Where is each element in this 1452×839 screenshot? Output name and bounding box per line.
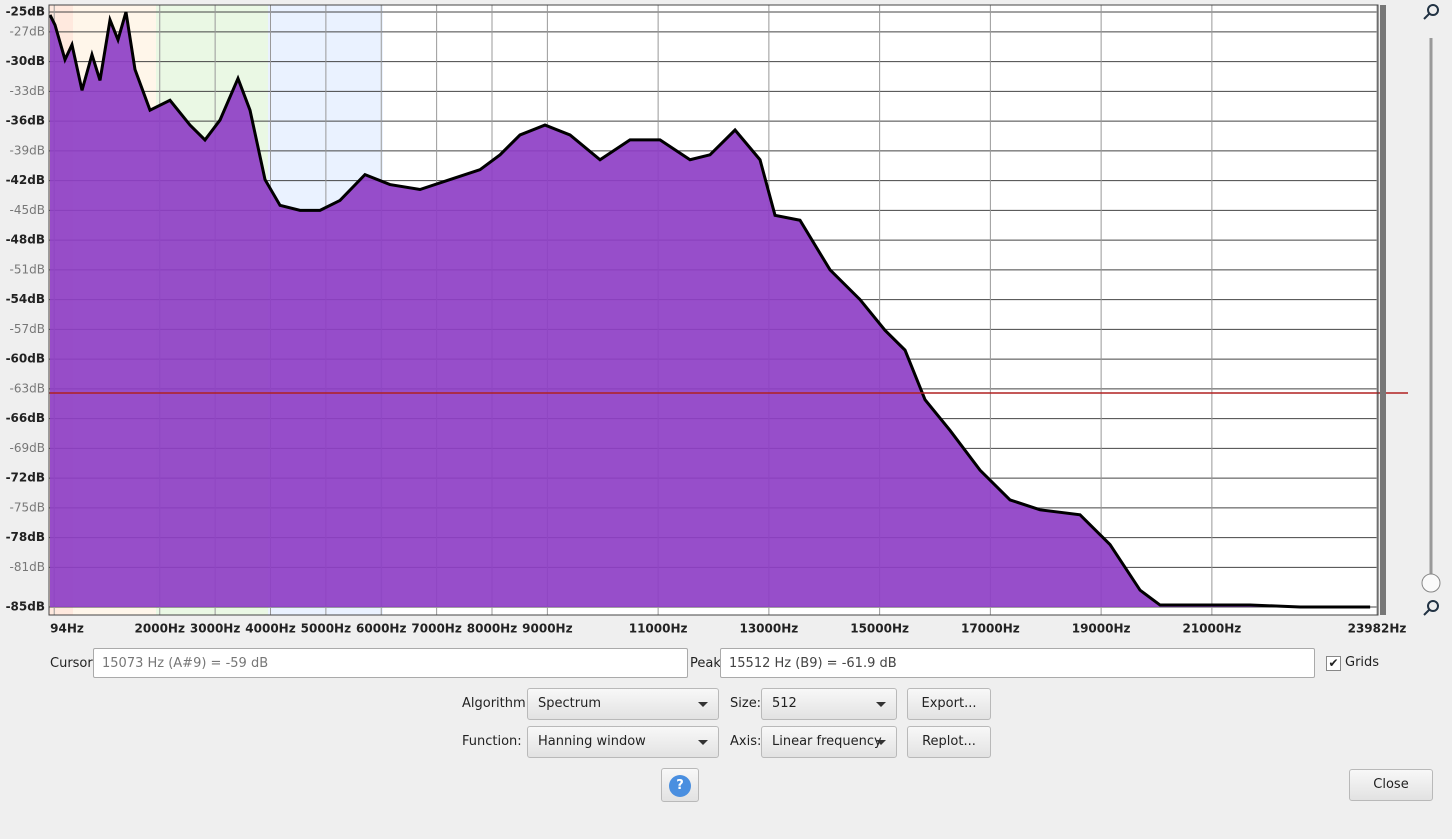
y-tick-label: -48dB	[6, 233, 45, 247]
x-tick-label: 2000Hz	[135, 622, 185, 636]
y-tick-label: -51dB	[10, 262, 45, 276]
x-tick-label: 8000Hz	[467, 622, 517, 636]
cursor-label: Cursor:	[50, 656, 97, 671]
x-tick-label: 4000Hz	[245, 622, 295, 636]
y-tick-label: -30dB	[6, 54, 45, 68]
y-tick-label: -45dB	[10, 203, 45, 217]
y-tick-label: -57dB	[10, 322, 45, 336]
y-tick-label: -72dB	[6, 471, 45, 485]
x-tick-label: 11000Hz	[629, 622, 688, 636]
y-tick-label: -39dB	[10, 143, 45, 157]
function-label: Function:	[462, 734, 522, 749]
spectrum-area	[49, 12, 1371, 607]
grids-label: Grids	[1345, 655, 1380, 670]
axis-dropdown[interactable]: Linear frequency	[761, 726, 897, 758]
x-tick-label: 5000Hz	[301, 622, 351, 636]
y-tick-label: -25dB	[6, 5, 45, 19]
help-button[interactable]: ?	[661, 768, 699, 802]
x-tick-label: 21000Hz	[1182, 622, 1241, 636]
peak-field: 15512 Hz (B9) = -61.9 dB	[720, 648, 1315, 678]
y-tick-label: -27dB	[10, 24, 45, 38]
plot-border	[48, 4, 1379, 616]
y-tick-label: -42dB	[6, 173, 45, 187]
function-dropdown[interactable]: Hanning window	[527, 726, 719, 758]
y-tick-label: -66dB	[6, 411, 45, 425]
spectrum-line	[48, 11, 1371, 609]
x-tick-label: 15000Hz	[850, 622, 909, 636]
size-dropdown[interactable]: 512	[761, 688, 897, 720]
x-tick-label: 6000Hz	[356, 622, 406, 636]
x-tick-label: 9000Hz	[522, 622, 572, 636]
x-tick-label: 3000Hz	[190, 622, 240, 636]
zoom-in-icon[interactable]	[1427, 4, 1439, 16]
y-tick-label: -75dB	[10, 500, 45, 514]
help-icon: ?	[669, 775, 691, 797]
zoom-slider[interactable]	[1421, 573, 1441, 593]
size-label: Size:	[730, 696, 762, 711]
x-tick-label: 17000Hz	[961, 622, 1020, 636]
y-tick-label: -78dB	[6, 530, 45, 544]
y-tick-label: -36dB	[6, 114, 45, 128]
x-tick-label: 94Hz	[50, 622, 84, 636]
algorithm-dropdown[interactable]: Spectrum	[527, 688, 719, 720]
y-tick-label: -81dB	[10, 560, 45, 574]
peak-label: Peak:	[690, 656, 726, 671]
y-tick-label: -33dB	[10, 84, 45, 98]
zoom-out-icon	[1423, 609, 1430, 616]
y-tick-label: -63dB	[10, 381, 45, 395]
cursor-field: 15073 Hz (A#9) = -59 dB	[93, 648, 688, 678]
axis-label: Axis:	[730, 734, 762, 749]
x-tick-label: 23982Hz	[1348, 622, 1407, 636]
export-button[interactable]: Export...	[907, 688, 991, 720]
x-tick-label: 13000Hz	[739, 622, 798, 636]
x-tick-label: 7000Hz	[411, 622, 461, 636]
x-tick-label: 19000Hz	[1072, 622, 1131, 636]
close-button[interactable]: Close	[1349, 769, 1433, 801]
zoom-out-icon[interactable]	[1427, 600, 1439, 612]
algorithm-label: Algorithm:	[462, 696, 531, 711]
scrollbar[interactable]	[1380, 5, 1386, 615]
zoom-in-icon	[1423, 13, 1430, 20]
y-tick-label: -85dB	[6, 600, 45, 614]
replot-button[interactable]: Replot...	[907, 726, 991, 758]
spectrum-chart: -25dB -27dB -30dB -33dB -36dB -39dB -42dB -45dB…	[6, 4, 1441, 636]
y-tick-label: -54dB	[6, 292, 45, 306]
y-tick-label: -69dB	[10, 441, 45, 455]
grids-checkbox[interactable]: ✔	[1326, 656, 1341, 671]
y-tick-label: -60dB	[6, 352, 45, 366]
